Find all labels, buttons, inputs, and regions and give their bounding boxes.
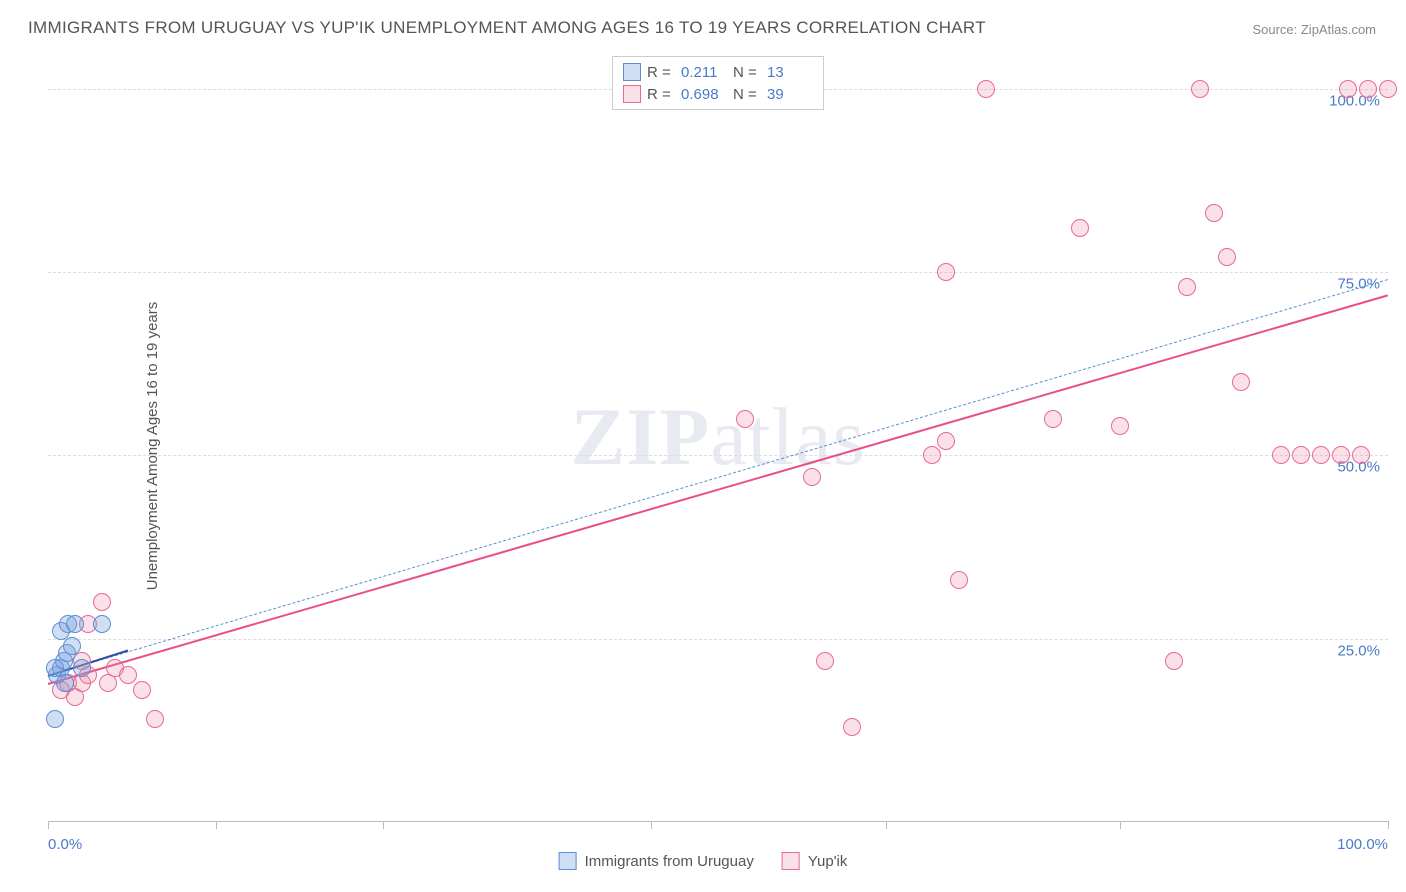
data-point-yupik <box>803 468 821 486</box>
x-tick <box>651 821 652 829</box>
data-point-yupik <box>1352 446 1370 464</box>
data-point-yupik <box>816 652 834 670</box>
data-point-yupik <box>1218 248 1236 266</box>
plot-area: ZIPatlas 25.0%50.0%75.0%100.0%0.0%100.0% <box>48 52 1388 821</box>
x-tick <box>383 821 384 829</box>
data-point-uruguay <box>63 637 81 655</box>
data-point-yupik <box>1292 446 1310 464</box>
data-point-uruguay <box>66 615 84 633</box>
source-attribution: Source: ZipAtlas.com <box>1252 22 1376 37</box>
data-point-yupik <box>1178 278 1196 296</box>
trend-line <box>48 279 1388 676</box>
swatch-yupik <box>623 85 641 103</box>
data-point-yupik <box>937 432 955 450</box>
gridline <box>48 455 1388 456</box>
data-point-yupik <box>133 681 151 699</box>
data-point-yupik <box>1339 80 1357 98</box>
x-tick <box>48 821 49 829</box>
series-legend: Immigrants from Uruguay Yup'ik <box>559 852 848 870</box>
scatter-plot: ZIPatlas 25.0%50.0%75.0%100.0%0.0%100.0%… <box>48 52 1388 822</box>
swatch-yupik <box>782 852 800 870</box>
data-point-yupik <box>1191 80 1209 98</box>
data-point-yupik <box>1379 80 1397 98</box>
data-point-yupik <box>146 710 164 728</box>
legend-label-uruguay: Immigrants from Uruguay <box>585 853 754 870</box>
data-point-yupik <box>950 571 968 589</box>
legend-r-value-yupik: 0.698 <box>681 86 727 103</box>
x-tick <box>1120 821 1121 829</box>
data-point-yupik <box>1165 652 1183 670</box>
data-point-yupik <box>937 263 955 281</box>
data-point-yupik <box>1312 446 1330 464</box>
data-point-yupik <box>843 718 861 736</box>
gridline <box>48 639 1388 640</box>
legend-n-label: N = <box>733 86 761 103</box>
data-point-uruguay <box>56 674 74 692</box>
data-point-yupik <box>1205 204 1223 222</box>
legend-r-value-uruguay: 0.211 <box>681 64 727 81</box>
trend-line <box>48 294 1389 685</box>
swatch-uruguay <box>623 63 641 81</box>
data-point-yupik <box>1359 80 1377 98</box>
watermark: ZIPatlas <box>571 390 866 484</box>
legend-row-uruguay: R = 0.211 N = 13 <box>623 61 813 83</box>
data-point-uruguay <box>93 615 111 633</box>
x-tick-label: 100.0% <box>1337 836 1388 853</box>
data-point-uruguay <box>73 659 91 677</box>
data-point-uruguay <box>46 710 64 728</box>
data-point-yupik <box>1071 219 1089 237</box>
x-tick <box>886 821 887 829</box>
legend-n-value-yupik: 39 <box>767 86 813 103</box>
data-point-yupik <box>1332 446 1350 464</box>
legend-r-label: R = <box>647 86 675 103</box>
data-point-yupik <box>1111 417 1129 435</box>
legend-row-yupik: R = 0.698 N = 39 <box>623 83 813 105</box>
data-point-yupik <box>99 674 117 692</box>
legend-item-uruguay: Immigrants from Uruguay <box>559 852 754 870</box>
swatch-uruguay <box>559 852 577 870</box>
y-tick-label: 25.0% <box>1337 642 1380 659</box>
legend-r-label: R = <box>647 64 675 81</box>
page-title: IMMIGRANTS FROM URUGUAY VS YUP'IK UNEMPL… <box>28 18 986 38</box>
data-point-yupik <box>119 666 137 684</box>
data-point-yupik <box>1272 446 1290 464</box>
data-point-yupik <box>93 593 111 611</box>
legend-item-yupik: Yup'ik <box>782 852 848 870</box>
gridline <box>48 272 1388 273</box>
data-point-yupik <box>923 446 941 464</box>
data-point-yupik <box>1044 410 1062 428</box>
data-point-yupik <box>1232 373 1250 391</box>
data-point-yupik <box>977 80 995 98</box>
legend-label-yupik: Yup'ik <box>808 853 848 870</box>
legend-n-value-uruguay: 13 <box>767 64 813 81</box>
correlation-legend: R = 0.211 N = 13 R = 0.698 N = 39 <box>612 56 824 110</box>
x-tick-label: 0.0% <box>48 836 82 853</box>
x-tick <box>1388 821 1389 829</box>
legend-n-label: N = <box>733 64 761 81</box>
data-point-yupik <box>736 410 754 428</box>
x-tick <box>216 821 217 829</box>
